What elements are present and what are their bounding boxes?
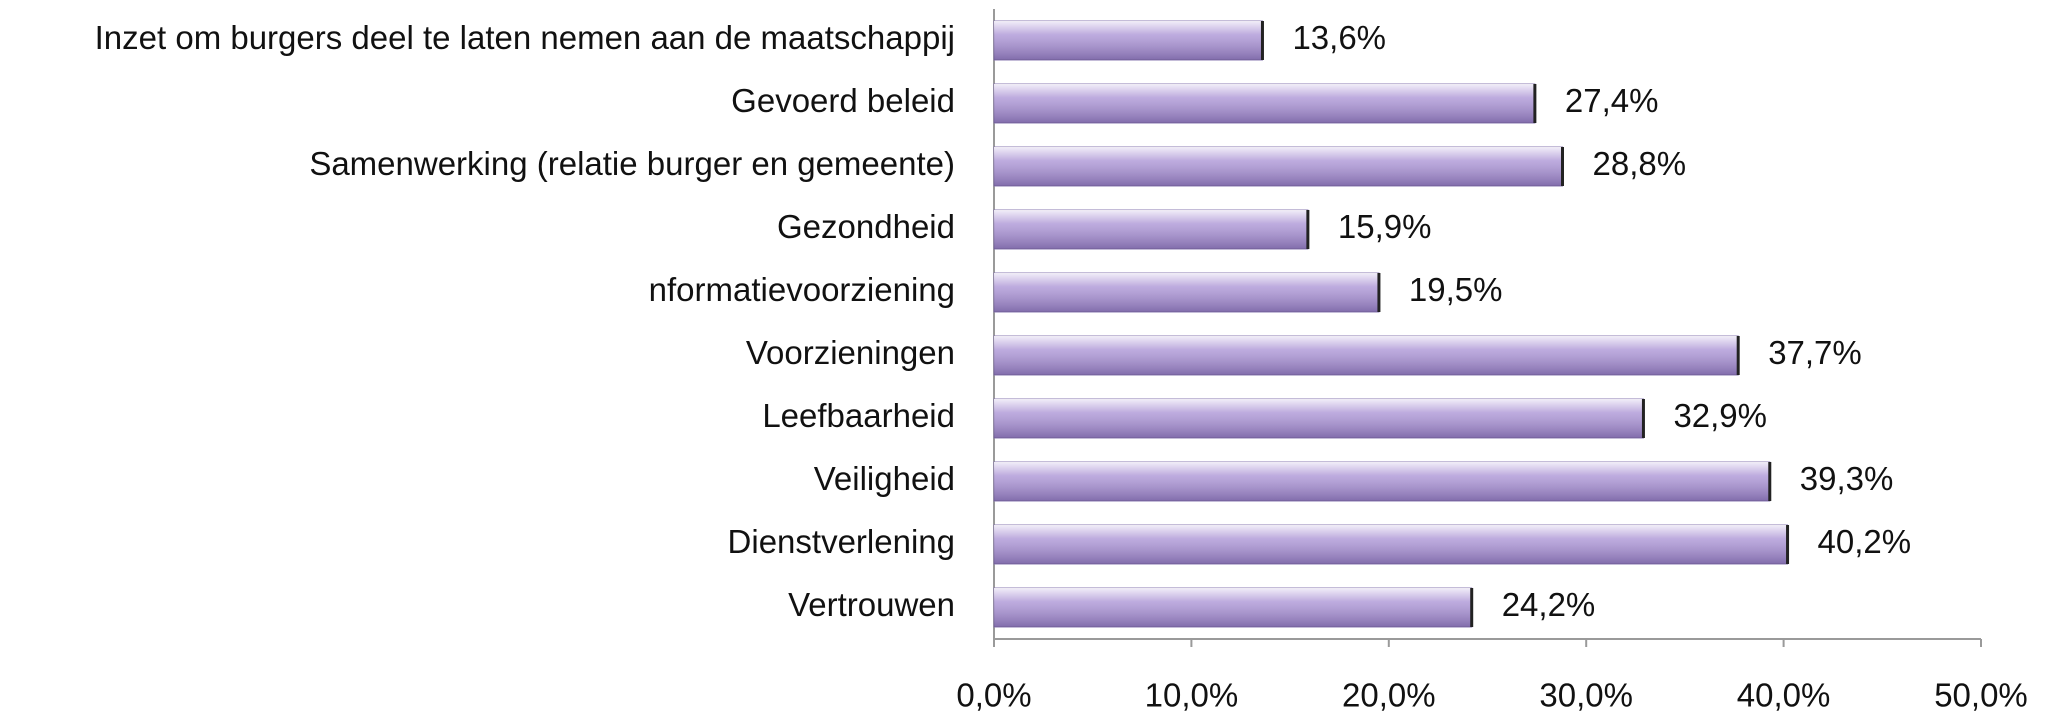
y-tick-label: nformatievoorziening — [649, 271, 955, 308]
value-label: 13,6% — [1292, 19, 1386, 56]
x-tick-label: 30,0% — [1539, 677, 1633, 714]
y-tick-label: Gezondheid — [777, 208, 955, 245]
y-tick-label: Samenwerking (relatie burger en gemeente… — [309, 145, 955, 182]
bar-shine — [994, 525, 1788, 564]
value-label: 24,2% — [1502, 586, 1596, 623]
y-tick-label: Gevoerd beleid — [731, 82, 955, 119]
x-tick-label: 50,0% — [1934, 677, 2028, 714]
x-tick-label: 40,0% — [1737, 677, 1831, 714]
bar-shine — [994, 588, 1472, 627]
value-label: 19,5% — [1409, 271, 1503, 308]
x-tick-label: 0,0% — [956, 677, 1031, 714]
y-tick-label: Inzet om burgers deel te laten nemen aan… — [95, 19, 955, 56]
bar-shine — [994, 336, 1739, 375]
value-label: 39,3% — [1800, 460, 1894, 497]
y-tick-label: Voorzieningen — [746, 334, 955, 371]
bar-shine — [994, 84, 1535, 123]
y-tick-label: Leefbaarheid — [762, 397, 955, 434]
value-label: 40,2% — [1818, 523, 1912, 560]
bar-shine — [994, 399, 1644, 438]
bar-shine — [994, 210, 1308, 249]
value-label: 28,8% — [1593, 145, 1687, 182]
y-tick-label: Dienstverlening — [728, 523, 955, 560]
y-tick-label: Vertrouwen — [788, 586, 955, 623]
value-label: 37,7% — [1768, 334, 1862, 371]
bar-shine — [994, 147, 1563, 186]
value-label: 15,9% — [1338, 208, 1432, 245]
x-tick-label: 20,0% — [1342, 677, 1436, 714]
bar-shine — [994, 462, 1770, 501]
bar-shine — [994, 21, 1263, 60]
bar-shine — [994, 273, 1379, 312]
y-tick-label: Veiligheid — [814, 460, 955, 497]
value-label: 27,4% — [1565, 82, 1659, 119]
x-tick-label: 10,0% — [1145, 677, 1239, 714]
value-label: 32,9% — [1673, 397, 1767, 434]
